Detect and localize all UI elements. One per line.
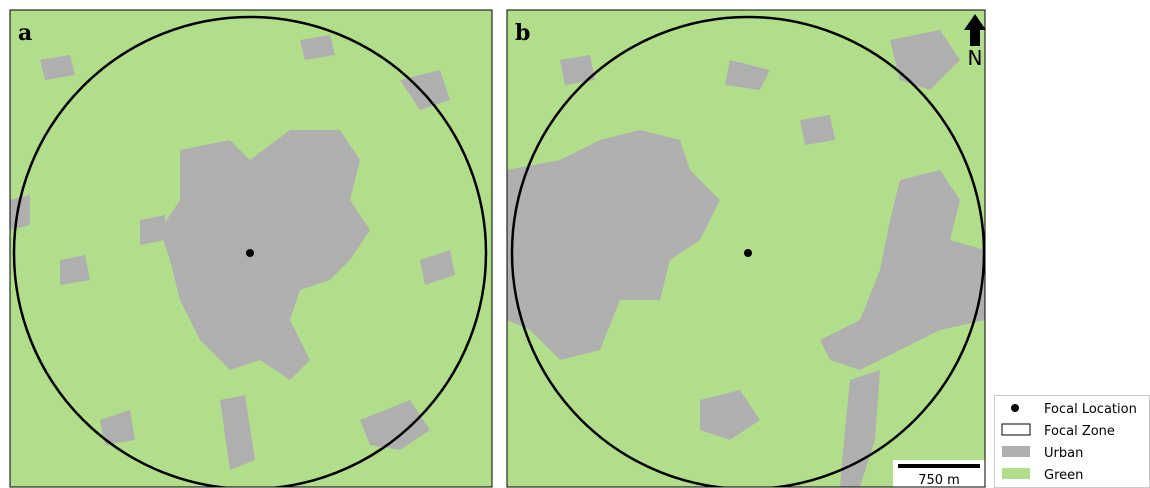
legend-swatch (1002, 468, 1030, 479)
legend-label: Focal Location (1044, 402, 1137, 417)
scale-bar (898, 464, 980, 468)
figure: a 750 m b N Focal Location Focal Zone Ur… (0, 0, 1150, 488)
panel-label: a (18, 20, 32, 46)
panel-b: 750 m (507, 10, 985, 488)
legend: Focal Location Focal Zone Urban Green (995, 396, 1150, 488)
scale-bar-label: 750 m (918, 473, 960, 488)
legend-swatch (1011, 404, 1019, 412)
focal-location (744, 249, 752, 257)
panel-a (10, 10, 492, 488)
panel-label: b (515, 20, 530, 46)
focal-location (246, 249, 254, 257)
legend-label: Urban (1044, 446, 1083, 461)
legend-label: Green (1044, 468, 1083, 483)
north-label: N (968, 46, 983, 70)
legend-label: Focal Zone (1044, 424, 1115, 439)
legend-swatch (1002, 446, 1030, 457)
